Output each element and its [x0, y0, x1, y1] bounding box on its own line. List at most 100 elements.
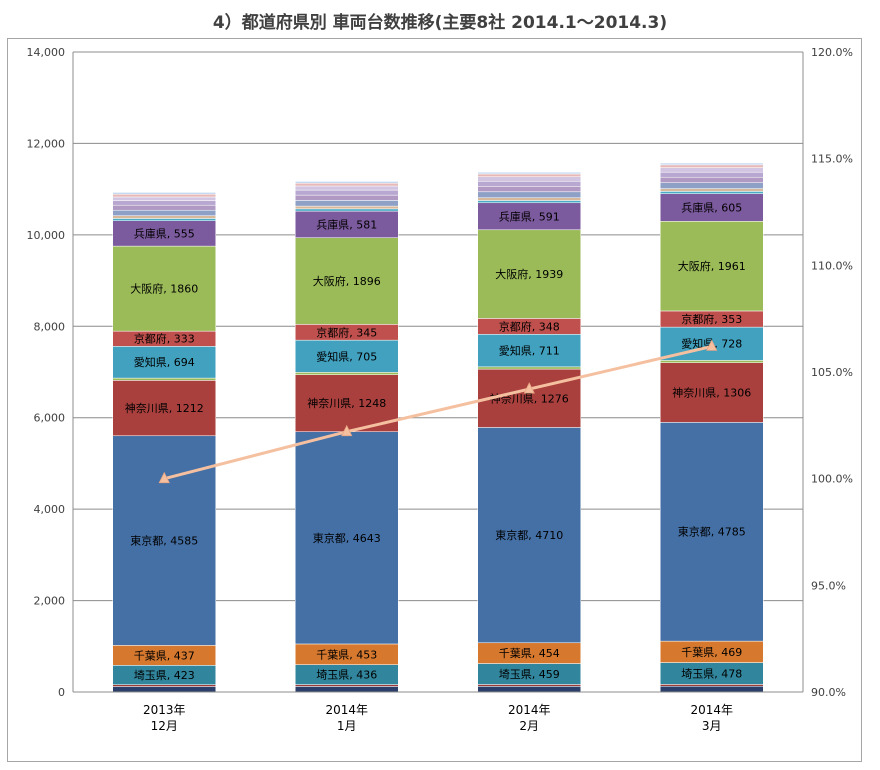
y2-tick-label: 105.0% — [811, 366, 853, 379]
data-label: 大阪府, 1961 — [678, 259, 746, 273]
y2-tick-label: 110.0% — [811, 259, 853, 272]
bar-segment — [295, 205, 399, 210]
bar-segment — [660, 362, 764, 423]
data-label: 神奈川県, 1248 — [307, 396, 386, 410]
bar-segment — [112, 245, 216, 332]
data-label: 大阪府, 1939 — [495, 267, 563, 281]
ratio-marker — [158, 471, 170, 484]
y-tick-label: 14,000 — [27, 46, 66, 59]
bar-segment — [112, 215, 216, 219]
bar-segment — [477, 191, 581, 198]
data-label: 愛知県, 705 — [316, 349, 377, 363]
bar-segment — [477, 173, 581, 177]
y2-tick-label: 95.0% — [811, 579, 846, 592]
data-label: 東京都, 4643 — [313, 531, 381, 545]
bar-segment — [295, 200, 399, 207]
data-label: 愛知県, 694 — [134, 355, 195, 369]
bar-segment — [295, 237, 399, 325]
bar-segment — [295, 684, 399, 687]
chart-frame — [7, 38, 862, 762]
bar-segment — [112, 196, 216, 201]
ratio-marker — [523, 382, 535, 394]
ratio-line — [158, 339, 718, 484]
data-label: 兵庫県, 581 — [316, 217, 377, 231]
bar-segment — [112, 204, 216, 211]
chart-title: 4）都道府県別 車両台数推移(主要8社 2014.1～2014.3) — [212, 13, 668, 33]
bar-segment — [112, 209, 216, 216]
x-tick-label: 12月 — [151, 719, 178, 733]
data-label: 東京都, 4710 — [495, 528, 563, 542]
data-label: 埼玉県, 423 — [134, 668, 195, 682]
bar-segment — [295, 686, 399, 693]
x-tick-label: 2月 — [519, 719, 539, 733]
bar-segment — [660, 171, 764, 178]
y-tick-label: 6,000 — [34, 412, 66, 425]
bar-segment — [112, 192, 216, 195]
bar-segment — [660, 188, 764, 192]
bar-segment — [295, 194, 399, 201]
bar-segment — [295, 372, 399, 375]
bar-segment — [295, 185, 399, 191]
data-label: 千葉県, 453 — [316, 647, 377, 661]
bar-segment — [660, 191, 764, 194]
bar-segment — [477, 200, 581, 204]
bar-segment — [660, 193, 764, 222]
bar-segment — [660, 182, 764, 189]
x-tick-label: 1月 — [337, 719, 357, 733]
bar-segment — [660, 685, 764, 693]
bar-segment — [477, 686, 581, 693]
bar-segment — [477, 229, 581, 319]
bar-segment — [295, 339, 399, 373]
data-label: 東京都, 4585 — [130, 534, 198, 548]
bar-segment — [660, 684, 764, 687]
bar-segment — [295, 208, 399, 212]
bar-segment — [660, 167, 764, 173]
bar-segment — [477, 171, 581, 175]
y-tick-label: 0 — [58, 686, 65, 699]
y-tick-label: 4,000 — [34, 503, 66, 516]
bars: 埼玉県, 423 千葉県, 437 東京都, 4585 神奈川県, 1212 愛知県, … — [112, 162, 764, 693]
axes: 0 2,000 4,000 6,000 8,000 10,000 12,000 14,000 9… — [27, 46, 853, 733]
bar-segment — [660, 360, 764, 363]
data-label: 兵庫県, 591 — [499, 209, 560, 223]
bar-segment — [477, 427, 581, 644]
y-tick-label: 10,000 — [27, 229, 66, 242]
data-label: 埼玉県, 436 — [316, 668, 377, 682]
data-label: 京都府, 348 — [499, 319, 560, 333]
y-tick-label: 2,000 — [34, 595, 66, 608]
bar-segment — [660, 164, 764, 168]
ratio-marker — [341, 424, 353, 437]
bar-segment — [477, 176, 581, 182]
ratio-marker — [706, 339, 718, 351]
bar-segment — [112, 346, 216, 379]
data-label: 埼玉県, 459 — [499, 667, 560, 681]
y2-tick-label: 90.0% — [811, 686, 846, 699]
y2-tick-label: 120.0% — [811, 46, 853, 59]
bar-segment — [112, 380, 216, 437]
data-label: 大阪府, 1896 — [313, 274, 381, 288]
bar-segment — [477, 181, 581, 187]
data-label: 大阪府, 1860 — [130, 282, 198, 296]
data-label: 神奈川県, 1306 — [672, 386, 751, 400]
data-label: 千葉県, 469 — [681, 645, 742, 659]
data-label: 東京都, 4785 — [678, 525, 746, 539]
bar-segment — [477, 366, 581, 370]
y2-tick-label: 115.0% — [811, 153, 853, 166]
bar-segment — [112, 220, 216, 247]
bar-segment — [477, 334, 581, 368]
y-tick-label: 8,000 — [34, 320, 66, 333]
data-label: 京都府, 353 — [681, 312, 742, 326]
data-label: 愛知県, 711 — [499, 344, 560, 358]
x-tick-label: 2014年 — [325, 703, 368, 717]
bar-segment — [477, 186, 581, 193]
x-tick-label: 3月 — [702, 719, 722, 733]
bar-segment — [112, 686, 216, 693]
ratio-line-path — [163, 344, 713, 481]
x-tick-label: 2013年 — [143, 703, 186, 717]
data-label: 千葉県, 437 — [134, 648, 195, 662]
bar-segment — [660, 221, 764, 312]
bar-segment — [112, 684, 216, 687]
bar-segment — [112, 200, 216, 206]
data-label: 京都府, 333 — [134, 332, 195, 346]
data-label: 京都府, 345 — [316, 325, 377, 339]
